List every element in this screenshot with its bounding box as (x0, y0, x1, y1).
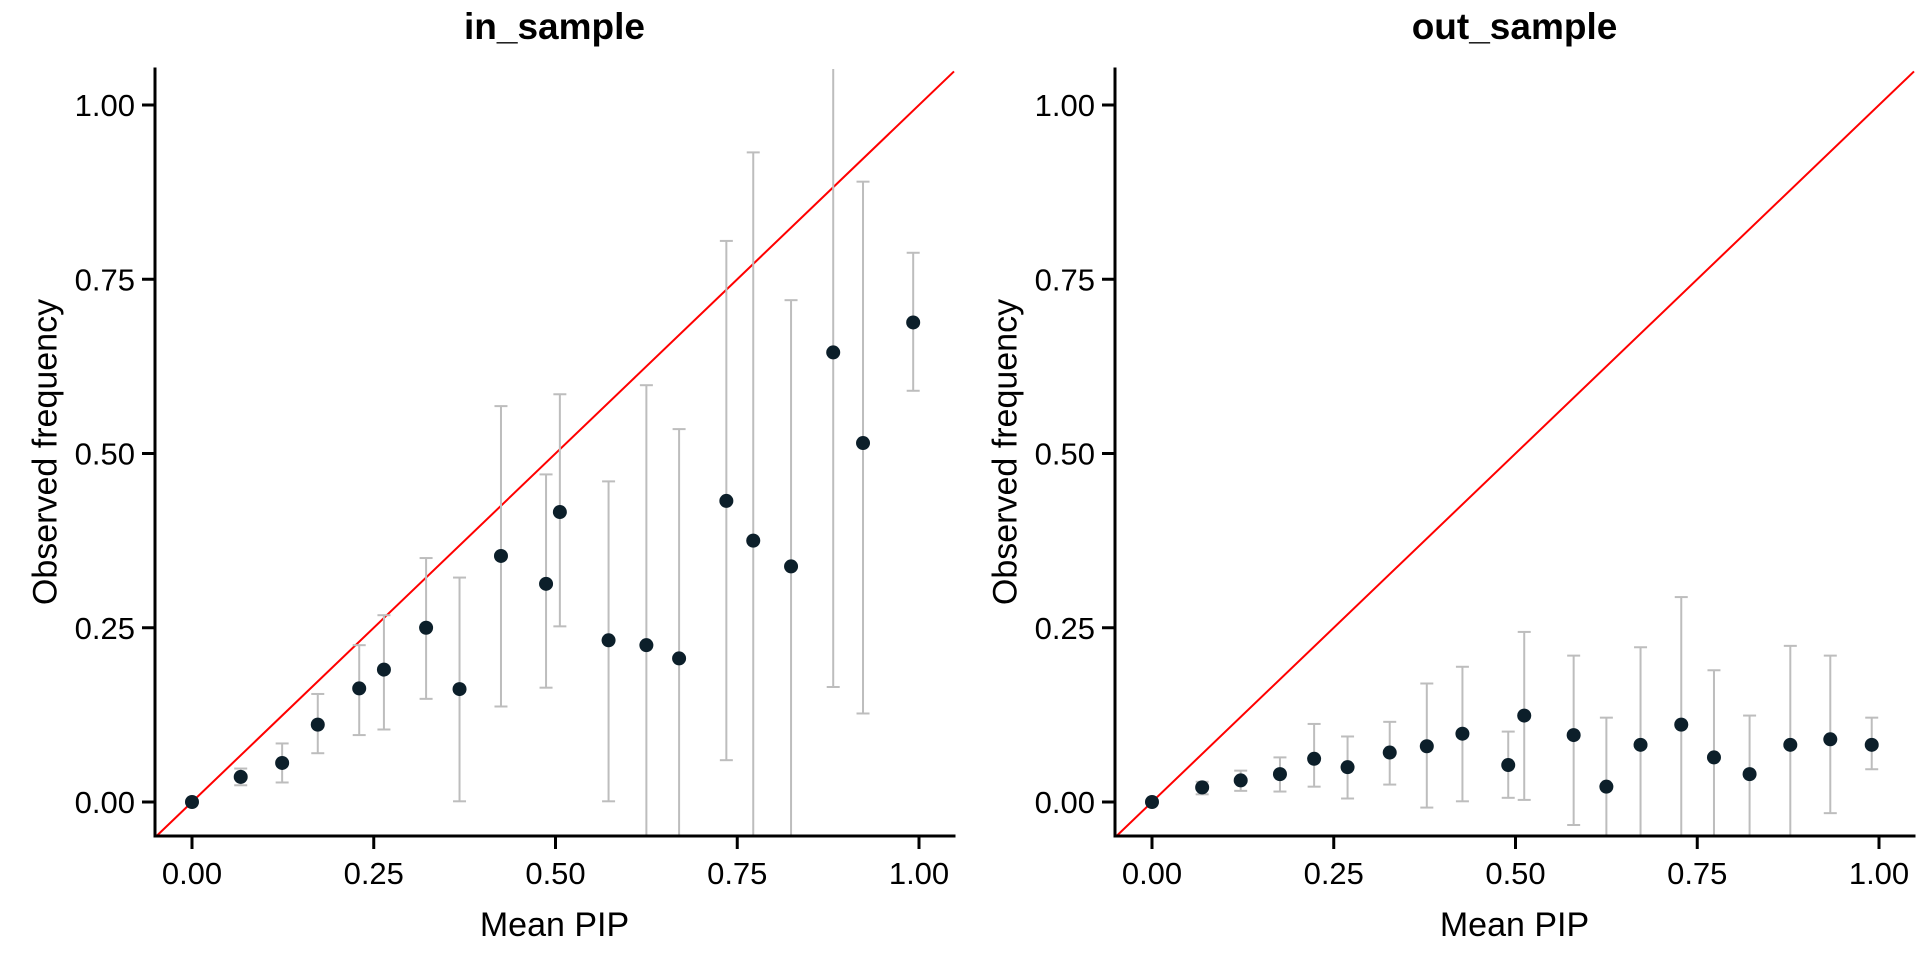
data-point (1340, 760, 1355, 775)
data-point (1233, 773, 1248, 788)
x-tick-label: 0.50 (1485, 856, 1545, 891)
panel-in-sample: in_sample Observed frequency 0.00 0.25 0.5… (27, 6, 956, 944)
data-point (1864, 737, 1879, 752)
plot-area-out-sample: 0.00 0.25 0.50 0.75 1.00 0.00 0.25 0.50 0.75 1.00 (1035, 67, 1916, 891)
y-tick-label: 1.00 (1035, 88, 1095, 123)
y-tick-label: 0.50 (1035, 437, 1095, 472)
x-tick-label: 0.75 (1667, 856, 1727, 891)
panel-title-out-sample: out_sample (1411, 6, 1618, 47)
data-point (552, 505, 567, 520)
data-point (1501, 758, 1516, 773)
x-axis-title: Mean PIP (479, 906, 630, 944)
data-point (784, 559, 799, 574)
x-axis-title: Mean PIP (1439, 906, 1590, 944)
x-tick-label: 0.25 (344, 856, 404, 891)
data-point (1195, 780, 1210, 795)
data-point (275, 755, 290, 770)
data-point (906, 315, 921, 330)
data-point (233, 769, 248, 784)
data-point (1272, 767, 1287, 782)
data-point (1566, 728, 1581, 743)
data-point (310, 717, 325, 732)
data-point (452, 682, 467, 697)
panel-out-sample: out_sample Observed frequency 0.00 0.25 0.… (960, 0, 1920, 960)
data-point (1517, 708, 1532, 723)
plot-area-in-sample: 0.00 0.25 0.50 0.75 1.00 0.00 0.25 0.50 0.75 1.00 (75, 67, 956, 891)
data-point (376, 662, 391, 677)
x-tick-label: 1.00 (1849, 856, 1909, 891)
x-tick-label: 0.50 (525, 856, 585, 891)
data-point (1599, 779, 1614, 794)
y-tick-label: 0.00 (75, 785, 135, 820)
y-tick-label: 0.50 (75, 437, 135, 472)
data-point (419, 620, 434, 635)
data-point (1742, 767, 1757, 782)
data-point (1674, 717, 1689, 732)
data-point (1633, 737, 1648, 752)
x-tick-label: 0.00 (1122, 856, 1182, 891)
data-point (493, 548, 508, 563)
x-tick-label: 0.00 (162, 856, 222, 891)
data-point (1823, 732, 1838, 747)
panel-title-in-sample: in_sample (464, 6, 645, 47)
data-point (719, 493, 734, 508)
data-point (1706, 750, 1721, 765)
data-point (1382, 745, 1397, 760)
data-point (746, 533, 761, 548)
y-tick-label: 0.75 (75, 262, 135, 297)
identity-line (1115, 70, 1915, 837)
x-tick-label: 0.25 (1304, 856, 1364, 891)
data-point (856, 436, 871, 451)
x-tick-label: 0.75 (707, 856, 767, 891)
y-tick-label: 0.75 (1035, 262, 1095, 297)
data-point (1307, 751, 1322, 766)
data-point (1455, 726, 1470, 741)
data-point (1783, 737, 1798, 752)
data-point (1419, 739, 1434, 754)
y-tick-label: 0.00 (1035, 785, 1095, 820)
data-point (672, 651, 687, 666)
x-tick-label: 1.00 (889, 856, 949, 891)
data-point (826, 345, 841, 360)
data-point (539, 576, 554, 591)
data-point (639, 638, 654, 653)
y-tick-label: 1.00 (75, 88, 135, 123)
data-point (185, 795, 199, 809)
identity-line (155, 70, 955, 837)
y-tick-label: 0.25 (75, 611, 135, 646)
data-point (352, 681, 367, 696)
y-tick-label: 0.25 (1035, 611, 1095, 646)
data-point (1145, 795, 1159, 809)
data-point (601, 633, 616, 648)
